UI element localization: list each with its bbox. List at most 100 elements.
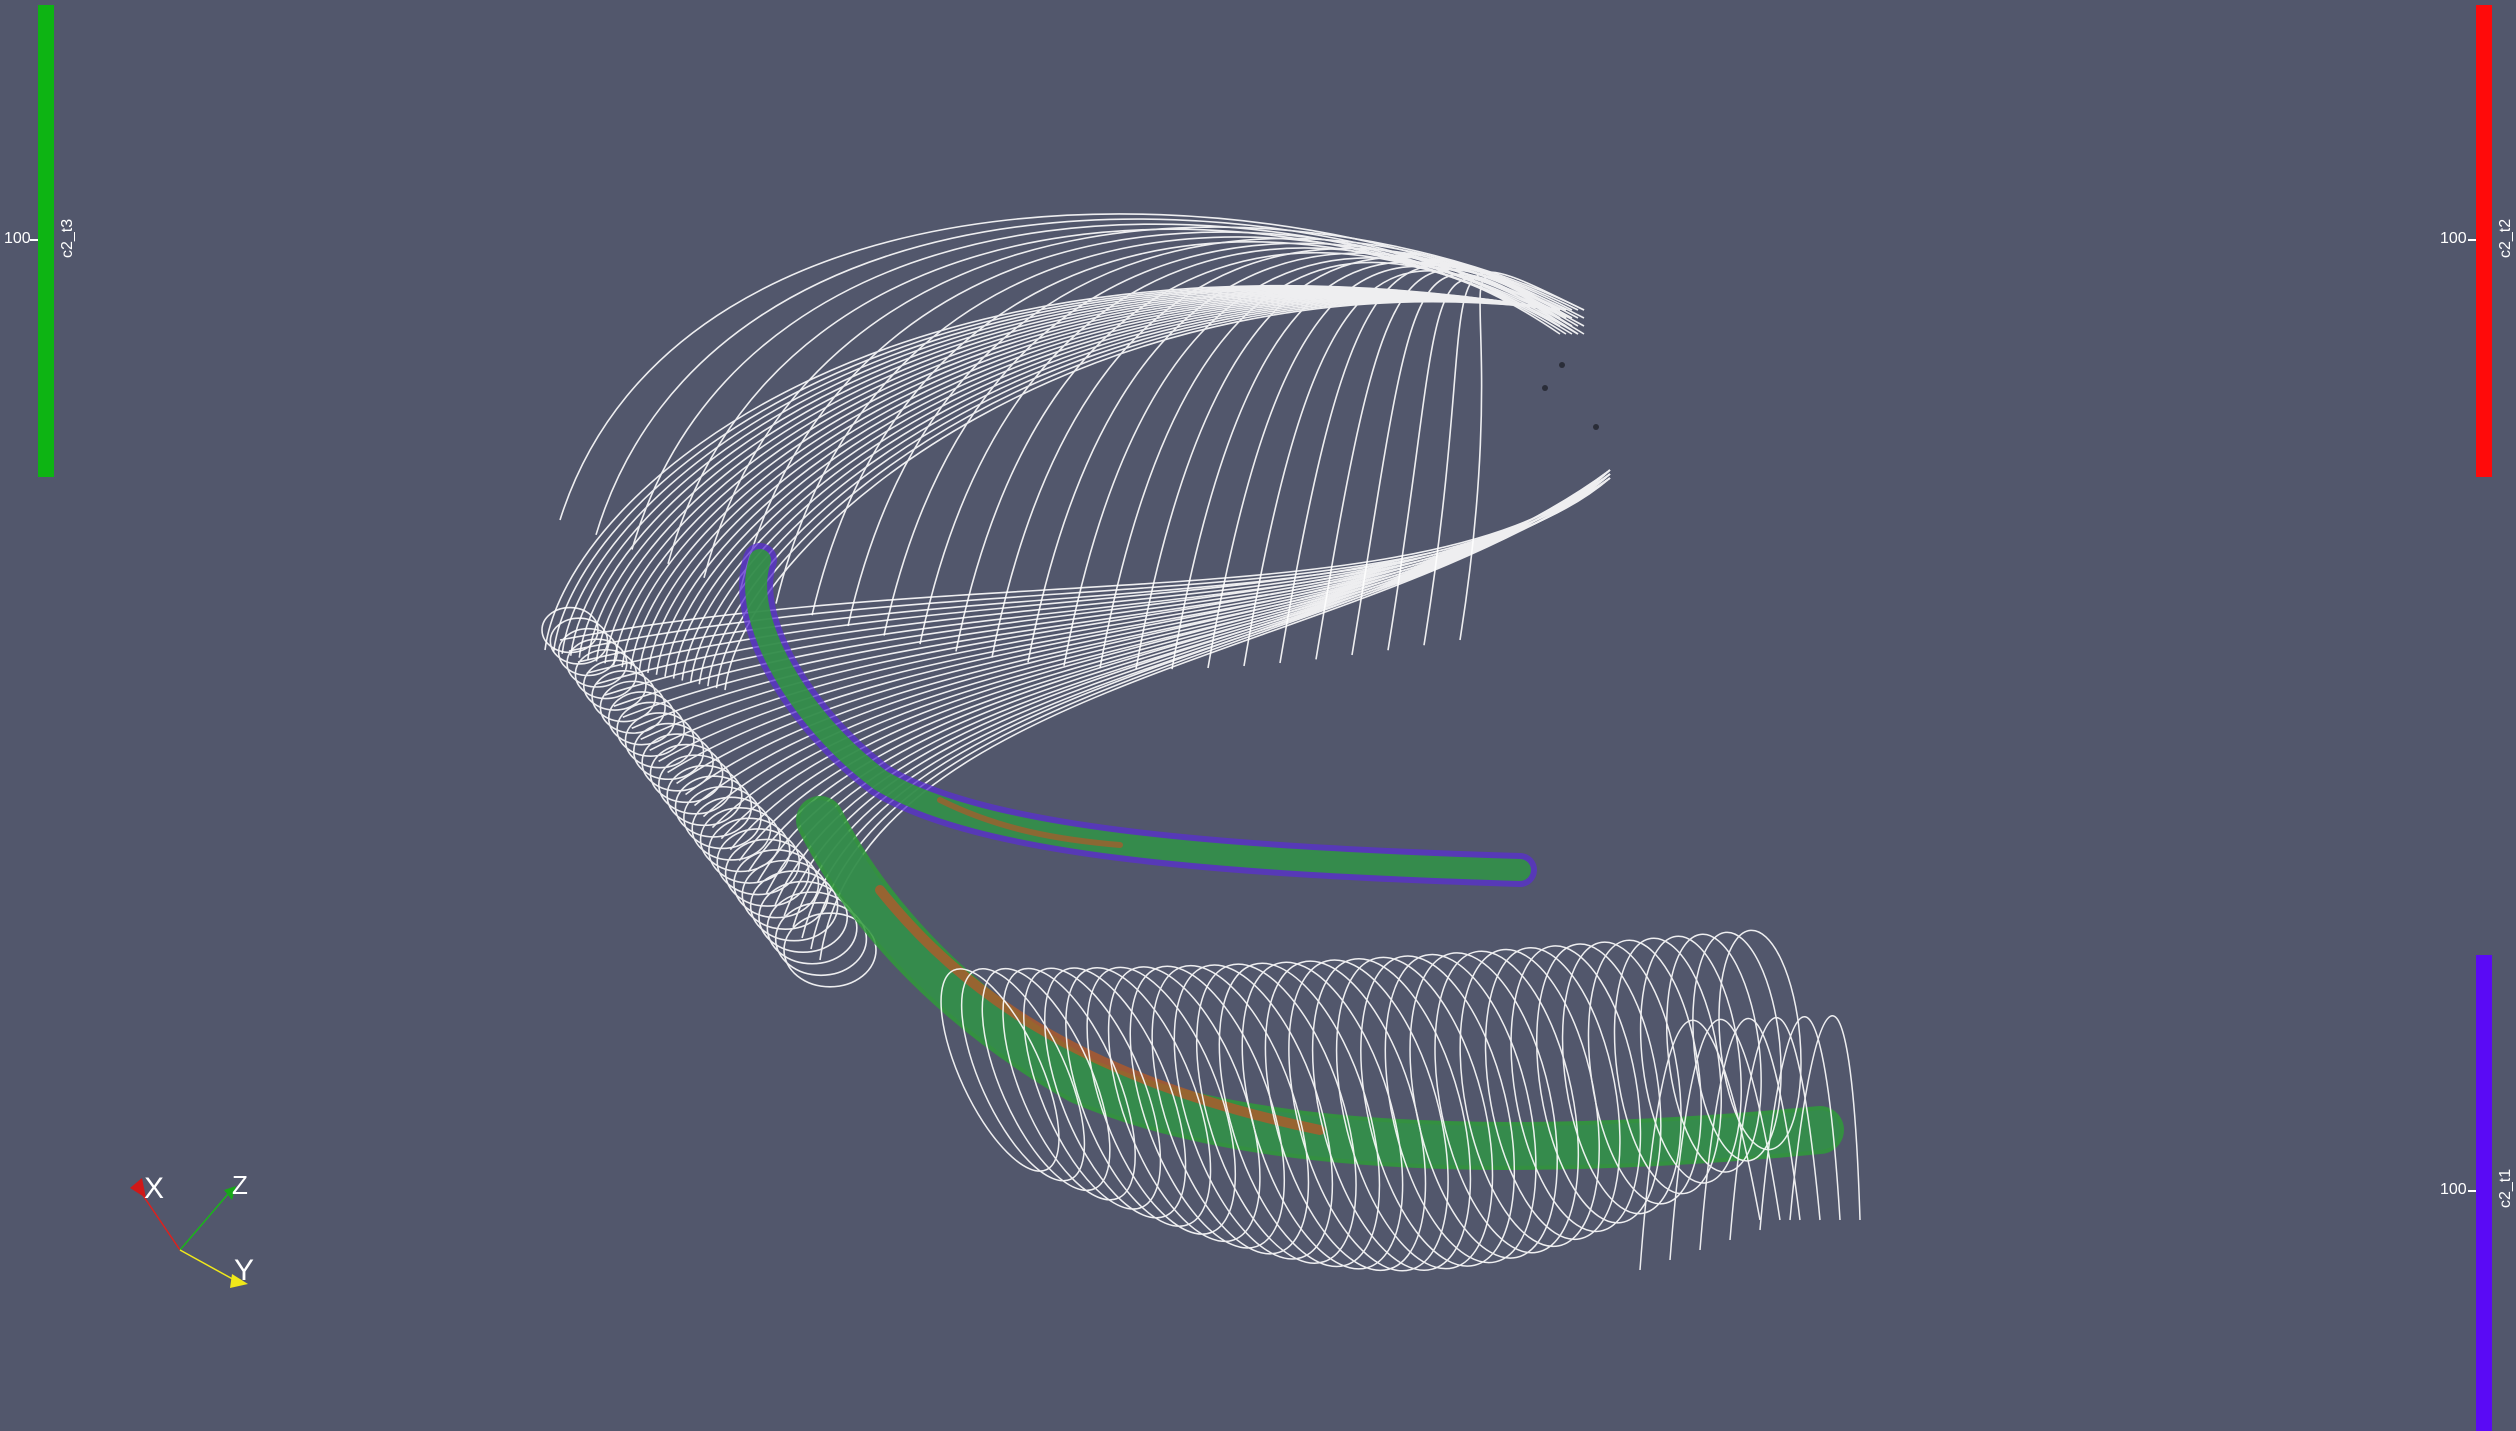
- upper-streamline: [629, 293, 1561, 670]
- helix-tail: [1759, 1016, 1841, 1231]
- middle-streamline: [819, 477, 1611, 961]
- helix-loop: [1107, 966, 1261, 1243]
- streamline-loop: [566, 638, 628, 688]
- upper-streamline: [689, 298, 1561, 683]
- particle-speck: [1542, 385, 1548, 391]
- upper-streamline: [621, 292, 1561, 668]
- upper-streamline: [919, 247, 1561, 645]
- particle-speck: [1593, 424, 1599, 430]
- streamline-loop: [591, 670, 657, 723]
- helix-loop: [1484, 946, 1621, 1241]
- helix-loop: [1587, 939, 1702, 1205]
- colorbar-c2-t1-title: c2_t1: [2497, 1168, 2514, 1208]
- green-tube-upper: [745, 549, 1531, 881]
- streamline-loop: [641, 733, 714, 792]
- helix-loop: [1561, 941, 1682, 1215]
- upper-streamline: [1423, 271, 1585, 646]
- helix-loop: [1434, 950, 1580, 1254]
- streamline-loop: [582, 659, 647, 711]
- streamline-loop: [766, 891, 858, 965]
- helix-tail: [1669, 1018, 1781, 1261]
- streamline-loop: [708, 817, 791, 884]
- middle-streamline: [738, 477, 1611, 862]
- upper-streamline: [647, 294, 1561, 673]
- z-axis-arrow-icon: [224, 1186, 236, 1200]
- helix-loop: [1195, 963, 1357, 1264]
- streamline-loop: [658, 754, 734, 815]
- helix-loop: [1360, 955, 1516, 1267]
- streamline-loop: [607, 691, 676, 746]
- colorbar-c2-t2-tick: [2468, 239, 2476, 241]
- middle-streamline: [756, 473, 1611, 884]
- y-axis-arrow-icon: [230, 1274, 248, 1288]
- streamline-loop: [649, 743, 724, 804]
- helix-loop: [1718, 929, 1802, 1151]
- upper-streamline: [664, 296, 1561, 677]
- orange-core-lower: [875, 885, 1325, 1135]
- helix-loop: [1384, 953, 1537, 1264]
- green-tube-lower: [796, 796, 1844, 1170]
- streamline-loop: [616, 701, 686, 757]
- axis-z-label: Z: [232, 1170, 248, 1200]
- z-axis-line: [179, 1193, 229, 1251]
- isosurface-tubes: [739, 543, 1844, 1170]
- small-particles: [1542, 362, 1599, 430]
- upper-streamline: [655, 295, 1561, 675]
- upper-streamline: [715, 300, 1561, 689]
- upper-streamline: [707, 299, 1561, 687]
- axis-y-label: Y: [234, 1254, 255, 1287]
- streamlines-helix-bundle: [940, 929, 1861, 1272]
- helix-loop: [1409, 952, 1558, 1259]
- helix-loop: [1129, 965, 1286, 1249]
- upper-streamline: [1459, 276, 1561, 641]
- upper-streamline: [681, 297, 1561, 681]
- colorbar-c2-t1-tick: [2468, 1190, 2476, 1192]
- colorbar-c2-t3-title: c2_t3: [59, 218, 76, 258]
- orientation-axes-widget[interactable]: X Z Y: [120, 1160, 280, 1310]
- helix-loop: [981, 967, 1111, 1192]
- y-axis-line: [179, 1249, 239, 1283]
- streamline-loop: [783, 912, 877, 988]
- streamline-loop: [574, 648, 638, 700]
- streamline-loop: [758, 880, 849, 954]
- helix-loop: [940, 968, 1060, 1172]
- x-axis-line: [137, 1187, 181, 1251]
- upper-streamline: [1387, 277, 1579, 651]
- helix-loop: [1288, 959, 1449, 1272]
- axis-x-label: X: [144, 1172, 165, 1205]
- colorbar-c2-t2-title: c2_t2: [2497, 218, 2514, 258]
- upper-streamline: [847, 237, 1579, 627]
- helix-loop: [1086, 966, 1237, 1235]
- helix-loop: [1335, 956, 1494, 1270]
- colorbar-c2-t3-tick: [30, 239, 38, 241]
- helix-loop: [1510, 945, 1642, 1233]
- streamlines-upper-bundle: [544, 213, 1585, 691]
- colorbar-c2-t2-tick-label: 100: [2440, 230, 2467, 247]
- upper-streamline: [1099, 261, 1561, 669]
- helix-loop: [1535, 943, 1662, 1224]
- helix-tail: [1699, 1017, 1801, 1251]
- streamline-loop: [699, 807, 781, 873]
- colorbar-c2-t2: [2476, 5, 2492, 477]
- streamline-loop: [624, 712, 695, 769]
- upper-streamline: [638, 294, 1561, 672]
- helix-loop: [960, 968, 1086, 1182]
- helix-tail: [1789, 1015, 1861, 1221]
- helix-loop: [1613, 937, 1723, 1195]
- helix-loop: [1311, 958, 1472, 1271]
- helix-tail: [1729, 1017, 1821, 1241]
- upper-streamline: [703, 226, 1585, 578]
- upper-streamline: [1351, 273, 1573, 656]
- colorbar-c2-t1: [2476, 955, 2492, 1431]
- streamline-loop: [599, 680, 666, 734]
- colorbar-c2-t3: [38, 5, 54, 477]
- colorbar-c2-t3-tick-label: 100: [4, 230, 31, 247]
- colorbar-c2-t1-tick-label: 100: [2440, 1181, 2467, 1198]
- x-axis-arrow-icon: [130, 1178, 146, 1198]
- upper-streamline: [672, 297, 1561, 679]
- streamline-loop: [774, 901, 868, 977]
- middle-streamline: [801, 469, 1611, 939]
- particle-speck: [1559, 362, 1565, 368]
